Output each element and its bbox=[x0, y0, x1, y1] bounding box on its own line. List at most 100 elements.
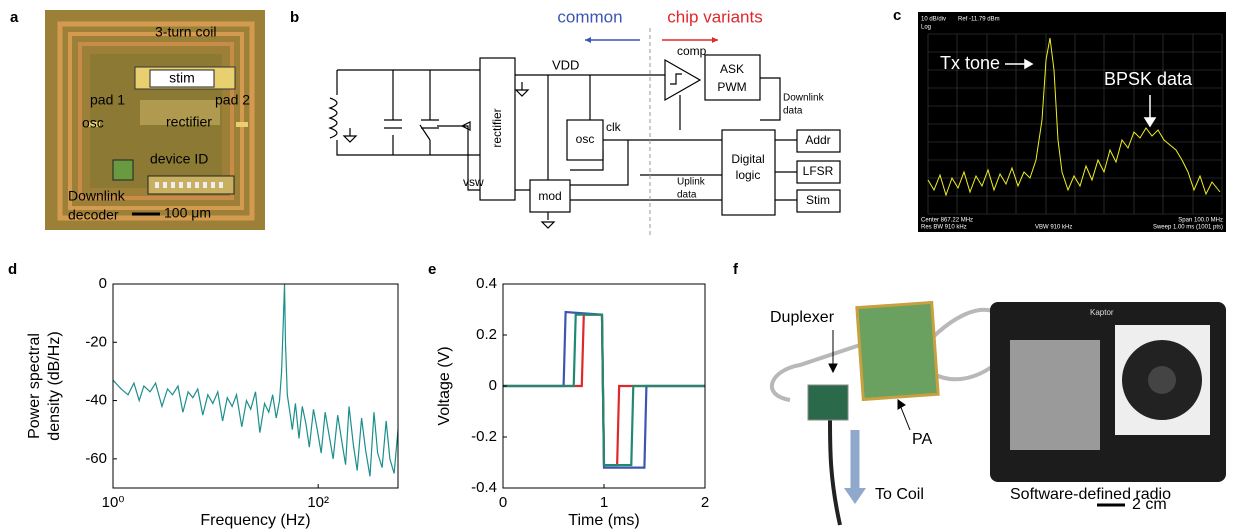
scale-label: 2 cm bbox=[1132, 496, 1167, 513]
x-tick-label: 1 bbox=[600, 494, 608, 511]
coil-label: 3-turn coil bbox=[155, 24, 216, 40]
chip-photo-g-rect bbox=[195, 182, 199, 188]
panel-labels: a b c d e f bbox=[8, 7, 901, 278]
common-label: common bbox=[557, 7, 622, 26]
circuit-rect bbox=[796, 129, 841, 153]
y-axis-title: Voltage (V) bbox=[436, 346, 453, 425]
decoder-label: decoder bbox=[68, 207, 119, 223]
chip-photo-g-rect bbox=[203, 182, 207, 188]
chip-photo-g bbox=[155, 182, 223, 188]
x-axis-title: Time (ms) bbox=[568, 512, 639, 529]
mod-label: mod bbox=[538, 189, 561, 203]
chip-photo-g-rect bbox=[179, 182, 183, 188]
circuit-g: VDD comp ASK PWM rectifier osc clk Downl… bbox=[463, 44, 834, 207]
axes-frame bbox=[112, 283, 399, 489]
circuit-rect bbox=[529, 179, 571, 213]
circuit-path bbox=[664, 58, 702, 102]
x-tick-label: 2 bbox=[701, 494, 709, 511]
circuit-rect bbox=[566, 119, 604, 161]
vbw-label: VBW 910 kHz bbox=[1035, 225, 1072, 231]
pad1-label: pad 1 bbox=[90, 92, 125, 108]
x-axis-title: Frequency (Hz) bbox=[200, 512, 310, 529]
chip-photo-g: 3-turn coil stim pad 1 pad 2 osc rectifi… bbox=[68, 24, 250, 223]
rectifier-label: rectifier bbox=[490, 108, 504, 147]
span-label: Span 100.0 MHz bbox=[1178, 218, 1223, 224]
addr-label: Addr bbox=[805, 133, 830, 147]
logic-label: Digital bbox=[731, 152, 764, 166]
panel-labels-label: f bbox=[733, 261, 739, 278]
circuit-path bbox=[328, 97, 338, 139]
y-axis-title: Power spectral bbox=[26, 333, 43, 439]
chip-photo-g-rect bbox=[171, 182, 175, 188]
panel-labels-label: b bbox=[290, 9, 299, 26]
circuit-rect bbox=[721, 129, 776, 216]
setup-photo-rect bbox=[1010, 340, 1100, 450]
y-tick-label: 0 bbox=[99, 275, 107, 292]
chip-photo-g-rect bbox=[155, 182, 159, 188]
circuit-path bbox=[585, 37, 591, 43]
sdr-label: Software-defined radio bbox=[1010, 486, 1171, 503]
coil-label: To Coil bbox=[875, 486, 924, 503]
x-tick-label: 10⁰ bbox=[102, 494, 125, 511]
setup-photo-path bbox=[828, 330, 838, 374]
ref-label: Ref -11.79 dBm bbox=[958, 17, 1000, 23]
y-tick-label: 0 bbox=[489, 377, 497, 394]
scale-label: 10 dB/div bbox=[921, 17, 946, 23]
scale-label: 100 μm bbox=[164, 205, 211, 221]
chip-photo-rect bbox=[140, 100, 220, 125]
tone-label: Tx tone bbox=[940, 53, 1000, 73]
chip-photo-rect bbox=[88, 122, 100, 127]
circuit-rect bbox=[704, 54, 761, 101]
chip-photo-rect bbox=[57, 21, 255, 221]
data-line bbox=[112, 283, 399, 477]
chip-photo: 3-turn coil stim pad 1 pad 2 osc rectifi… bbox=[45, 10, 265, 230]
setup-photo-circle bbox=[1148, 366, 1176, 394]
bpsk-label: BPSK data bbox=[1104, 69, 1193, 89]
circuit-rect bbox=[796, 160, 841, 184]
log-label: Log bbox=[921, 25, 931, 31]
comp-label: comp bbox=[677, 44, 707, 58]
stim-label: stim bbox=[169, 70, 195, 86]
y-tick-label: -0.2 bbox=[471, 428, 497, 445]
circuit-path bbox=[336, 69, 665, 180]
circuit-rect bbox=[796, 189, 841, 213]
circuit-path bbox=[712, 37, 718, 43]
spectrum-screen-path bbox=[1005, 58, 1034, 70]
downlink-label: data bbox=[783, 106, 803, 117]
circuit-rect bbox=[479, 57, 516, 201]
setup-photo: Kaptor Duplexer PA Software-defined radi… bbox=[769, 300, 1226, 526]
downlink-label: Downlink bbox=[783, 93, 825, 104]
chip-photo-g-rect bbox=[163, 182, 167, 188]
duplexer-label: Duplexer bbox=[770, 309, 835, 326]
chip-photo-rect bbox=[68, 32, 244, 210]
y-tick-label: -20 bbox=[85, 333, 107, 350]
chip-photo-g-rect bbox=[211, 182, 215, 188]
pa-label: PA bbox=[912, 431, 932, 448]
ask-label: PWM bbox=[717, 80, 746, 94]
ask-label: ASK bbox=[720, 62, 744, 76]
decoder-label: Downlink bbox=[68, 188, 126, 204]
setup-photo-rect bbox=[855, 300, 940, 402]
logic-label: logic bbox=[736, 168, 761, 182]
chip-photo-rect bbox=[236, 122, 248, 127]
spectrum-screen-path bbox=[1143, 95, 1157, 128]
pad2-label: pad 2 bbox=[215, 92, 250, 108]
circuit-path bbox=[384, 119, 439, 141]
uplink-label: data bbox=[677, 190, 697, 201]
lfsr-label: LFSR bbox=[803, 164, 834, 178]
y-tick-label: -60 bbox=[85, 450, 107, 467]
center-label: Center 867.22 MHz bbox=[921, 218, 973, 224]
sweep-label: Sweep 1.00 ms (1001 pts) bbox=[1153, 225, 1223, 231]
y-axis-title: density (dB/Hz) bbox=[46, 331, 63, 440]
vsw-label: vsw bbox=[463, 175, 484, 189]
device-id-label: device ID bbox=[150, 151, 208, 167]
rbw-label: Res BW 910 kHz bbox=[921, 225, 967, 231]
spectrum-screen-rect bbox=[918, 12, 1226, 232]
chip-photo-g-rect bbox=[187, 182, 191, 188]
panel-labels-label: d bbox=[8, 261, 17, 278]
panel-labels-label: a bbox=[10, 9, 19, 26]
chip-photo-rect bbox=[78, 42, 234, 200]
spectrum-screen: 10 dB/div Ref -11.79 dBm Log Center 867.… bbox=[918, 12, 1226, 232]
